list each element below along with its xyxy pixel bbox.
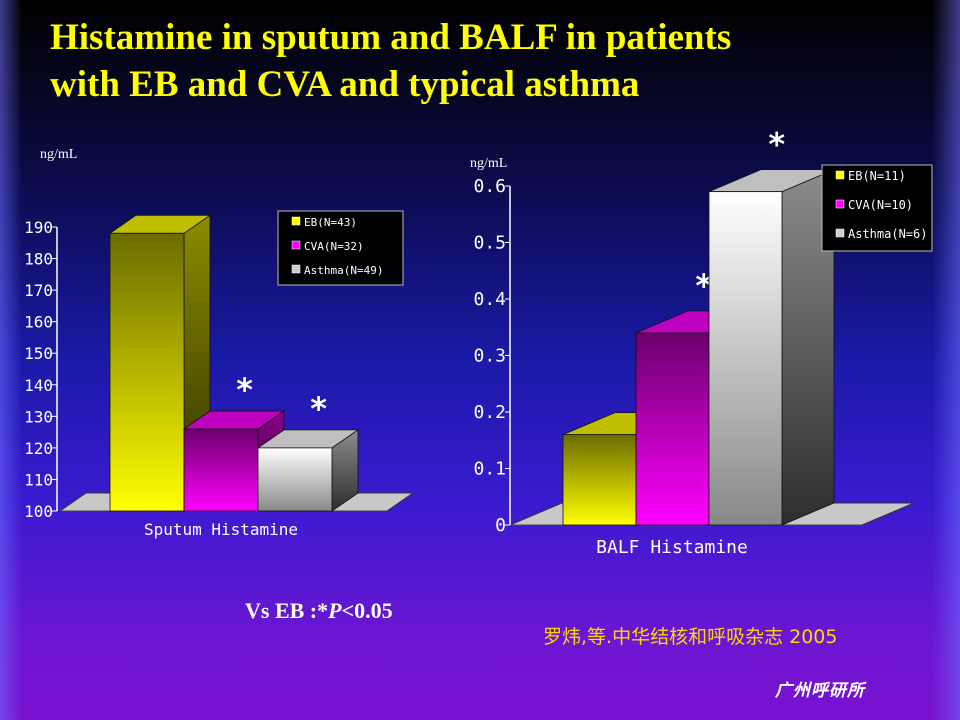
chart-1-y-tick-label: 180 (24, 250, 53, 269)
chart-2-legend-label-2: CVA(N=10) (848, 198, 913, 212)
chart-2-y-tick-label: 0.2 (473, 402, 506, 423)
chart-1-bar-2-significance-marker: * (236, 371, 253, 409)
footnote-suffix: <0.05 (341, 598, 393, 623)
chart-1-bar-3-significance-marker: * (310, 390, 327, 428)
chart-2-legend-label-3: Asthma(N=6) (848, 227, 927, 241)
chart-2-bar-3-significance-marker: * (768, 126, 785, 164)
chart-2-bar-3 (708, 191, 783, 526)
chart-1-y-axis-label: ng/mL (40, 147, 77, 162)
chart-2-y-tick-label: 0.3 (473, 346, 506, 367)
footnote-prefix: Vs EB :* (245, 598, 329, 623)
chart-1-bar-1 (109, 232, 185, 512)
chart-2-legend-swatch-3 (835, 228, 845, 238)
chart-1-legend-label-2: CVA(N=32) (304, 240, 364, 253)
chart-2-bar-1 (562, 434, 637, 526)
chart-1-y-tick-label: 140 (24, 376, 53, 395)
chart-1-y-tick-label: 130 (24, 407, 53, 426)
chart-2-y-axis-label: ng/mL (470, 156, 507, 171)
chart-2-legend-label-1: EB(N=11) (848, 169, 906, 183)
chart-2-y-tick-label: 0.4 (473, 289, 506, 310)
chart-2-bar-2-significance-marker: * (695, 267, 712, 305)
chart-1-y-tick-label: 110 (24, 470, 53, 489)
chart-1-y-tick-label: 170 (24, 281, 53, 300)
chart-2-legend-swatch-1 (835, 170, 845, 180)
slide-title: Histamine in sputum and BALF in patients… (50, 14, 910, 108)
citation: 罗炜,等.中华结核和呼吸杂志 2005 (543, 626, 838, 648)
chart-1-legend-label-1: EB(N=43) (304, 216, 357, 229)
significance-footnote: Vs EB :*P<0.05 (245, 598, 393, 624)
chart-2-legend-swatch-2 (835, 199, 845, 209)
chart-1-y-tick-label: 120 (24, 439, 53, 458)
chart-2-bar-2 (635, 332, 710, 526)
chart-2-y-tick-label: 0.6 (473, 176, 506, 197)
left-edge-glow (0, 0, 22, 720)
right-edge-glow (932, 0, 960, 720)
chart-1-y-tick-label: 100 (24, 502, 53, 521)
chart-2-y-tick-label: 0.1 (473, 459, 506, 480)
chart-1-bar-2 (183, 428, 259, 512)
chart-1-y-tick-label: 190 (24, 218, 53, 237)
chart-1-bar-3 (257, 447, 333, 512)
chart-1-category-label: Sputum Histamine (144, 520, 298, 539)
chart-1-legend-label-3: Asthma(N=49) (304, 264, 383, 277)
institute-logo-text: 广州呼研所 (775, 681, 865, 701)
chart-1-legend-swatch-2 (291, 240, 301, 250)
slide-title-line-1: Histamine in sputum and BALF in patients (50, 17, 732, 58)
slide-title-line-2: with EB and CVA and typical asthma (50, 64, 640, 105)
chart-1-legend-swatch-1 (291, 216, 301, 226)
footnote-p-symbol: P (328, 598, 342, 623)
chart-1-y-tick-label: 150 (24, 344, 53, 363)
chart-1-y-tick-label: 160 (24, 313, 53, 332)
chart-2-category-label: BALF Histamine (596, 537, 748, 558)
chart-1-legend-swatch-3 (291, 264, 301, 274)
chart-2-y-tick-label: 0.5 (473, 233, 506, 254)
chart-2-y-tick-label: 0 (495, 515, 506, 536)
